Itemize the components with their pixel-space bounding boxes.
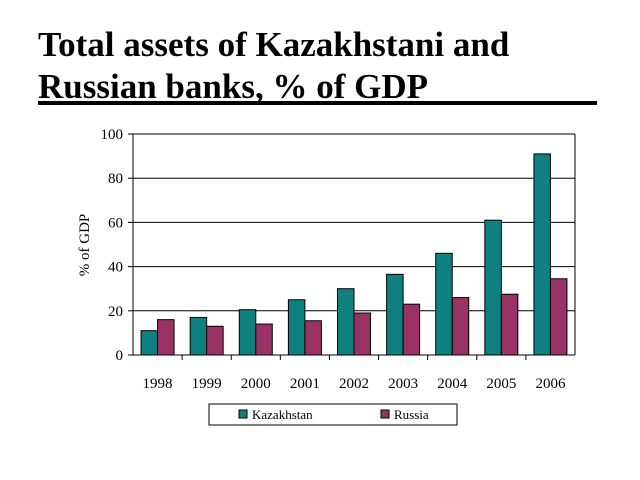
bar-russia-2006: [549, 278, 568, 356]
x-tick-label: 2003: [388, 376, 418, 392]
y-tick-label: 0: [116, 348, 124, 364]
legend: Kazakhstan Russia: [208, 403, 458, 426]
x-tick-label: 2004: [437, 376, 468, 392]
gridlines: [133, 133, 575, 312]
bar-kazakhstan-2005: [484, 219, 502, 356]
bar-kazakhstan-1998: [140, 330, 159, 356]
legend-swatch-russia: [380, 409, 390, 419]
bar-russia-2002: [353, 312, 371, 356]
bars: [140, 153, 568, 356]
y-tick-label: 20: [108, 304, 123, 320]
legend-label-kazakhstan: Kazakhstan: [252, 407, 313, 422]
y-tick-label: 100: [101, 127, 124, 143]
bar-russia-2001: [304, 320, 322, 356]
legend-swatch-kazakhstan: [238, 409, 248, 419]
slide-title-line1: Total assets of Kazakhstani and: [38, 25, 510, 64]
slide-title-line2: Russian banks, % of GDP: [38, 67, 428, 106]
y-tick-label: 40: [108, 260, 123, 276]
y-tick-label: 80: [108, 171, 123, 187]
bar-kazakhstan-2002: [337, 288, 355, 356]
x-tick-label: 2001: [290, 376, 320, 392]
x-tick-label: 2005: [486, 376, 516, 392]
axis-labels: 0 20 40 60 80 100 1998 1999 2000 2001 2002 2003 2004…: [101, 127, 566, 392]
bar-kazakhstan-2006: [533, 153, 551, 356]
y-axis-title: % of GDP: [77, 214, 93, 277]
x-tick-label: 2006: [535, 376, 566, 392]
bar-russia-1999: [206, 325, 224, 356]
y-tick-label: 60: [108, 215, 123, 231]
bar-kazakhstan-2003: [386, 273, 404, 356]
x-tick-label: 1998: [143, 376, 173, 392]
legend-label-russia: Russia: [394, 407, 429, 422]
legend-box: [208, 403, 458, 426]
title-underline: [38, 101, 597, 105]
bar-russia-2003: [402, 303, 421, 356]
bar-kazakhstan-2000: [238, 309, 257, 356]
bar-russia-2000: [255, 323, 273, 356]
bar-russia-1998: [157, 319, 175, 356]
bar-kazakhstan-2004: [435, 252, 453, 356]
bar-russia-2005: [500, 293, 519, 356]
x-tick-label: 2000: [241, 376, 271, 392]
x-tick-label: 2002: [339, 376, 369, 392]
bar-russia-2004: [451, 297, 470, 356]
bar-kazakhstan-1999: [189, 316, 208, 356]
bar-kazakhstan-2001: [287, 299, 306, 356]
x-tick-label: 1999: [192, 376, 222, 392]
slide-title: Total assets of Kazakhstani and Russian …: [38, 24, 608, 108]
axes: [128, 133, 576, 360]
